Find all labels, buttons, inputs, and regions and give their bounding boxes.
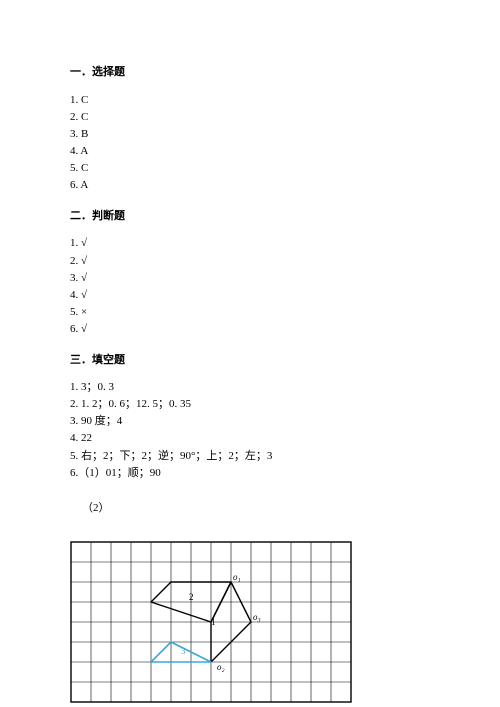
diagram-container: o₁ 2 1 o₃ 3 o₂: [70, 541, 430, 703]
svg-text:o₂: o₂: [217, 662, 225, 672]
answer-line: 2. 1. 2；0. 6；12. 5；0. 35: [70, 396, 430, 413]
answer-line: 5. 右；2；下；2；逆；90°；上；2；左；3: [70, 448, 430, 465]
answer-line: 4. 22: [70, 430, 430, 447]
answer-line: 1. √: [70, 235, 430, 252]
answer-line: 6. A: [70, 177, 430, 194]
section-3-answers: 1. 3；0. 3 2. 1. 2；0. 6；12. 5；0. 35 3. 90…: [70, 379, 430, 481]
svg-text:o₃: o₃: [253, 612, 261, 622]
svg-text:1: 1: [211, 617, 216, 627]
answer-line: 5. ×: [70, 304, 430, 321]
answer-line: 2. √: [70, 253, 430, 270]
answer-line: 1. C: [70, 92, 430, 109]
section-1-title: 一．选择题: [70, 64, 430, 82]
answer-line: 3. 90 度；4: [70, 413, 430, 430]
svg-text:o₁: o₁: [233, 572, 241, 582]
svg-text:3: 3: [181, 646, 186, 656]
answer-line: 6.（1）01；顺；90: [70, 465, 430, 482]
answer-line: 1. 3；0. 3: [70, 379, 430, 396]
answer-line: 3. B: [70, 126, 430, 143]
section-2-title: 二．判断题: [70, 208, 430, 226]
answer-line: 3. √: [70, 270, 430, 287]
answer-line: 2. C: [70, 109, 430, 126]
section-3-title: 三．填空题: [70, 352, 430, 370]
section-2-answers: 1. √ 2. √ 3. √ 4. √ 5. × 6. √: [70, 235, 430, 337]
answer-line: 4. √: [70, 287, 430, 304]
answer-line: 4. A: [70, 143, 430, 160]
answer-line: 6. √: [70, 321, 430, 338]
section-1-answers: 1. C 2. C 3. B 4. A 5. C 6. A: [70, 92, 430, 194]
answer-line: 5. C: [70, 160, 430, 177]
svg-text:2: 2: [189, 592, 194, 602]
section-3-sublabel: （2）: [82, 500, 430, 518]
grid-diagram: o₁ 2 1 o₃ 3 o₂: [70, 541, 352, 703]
